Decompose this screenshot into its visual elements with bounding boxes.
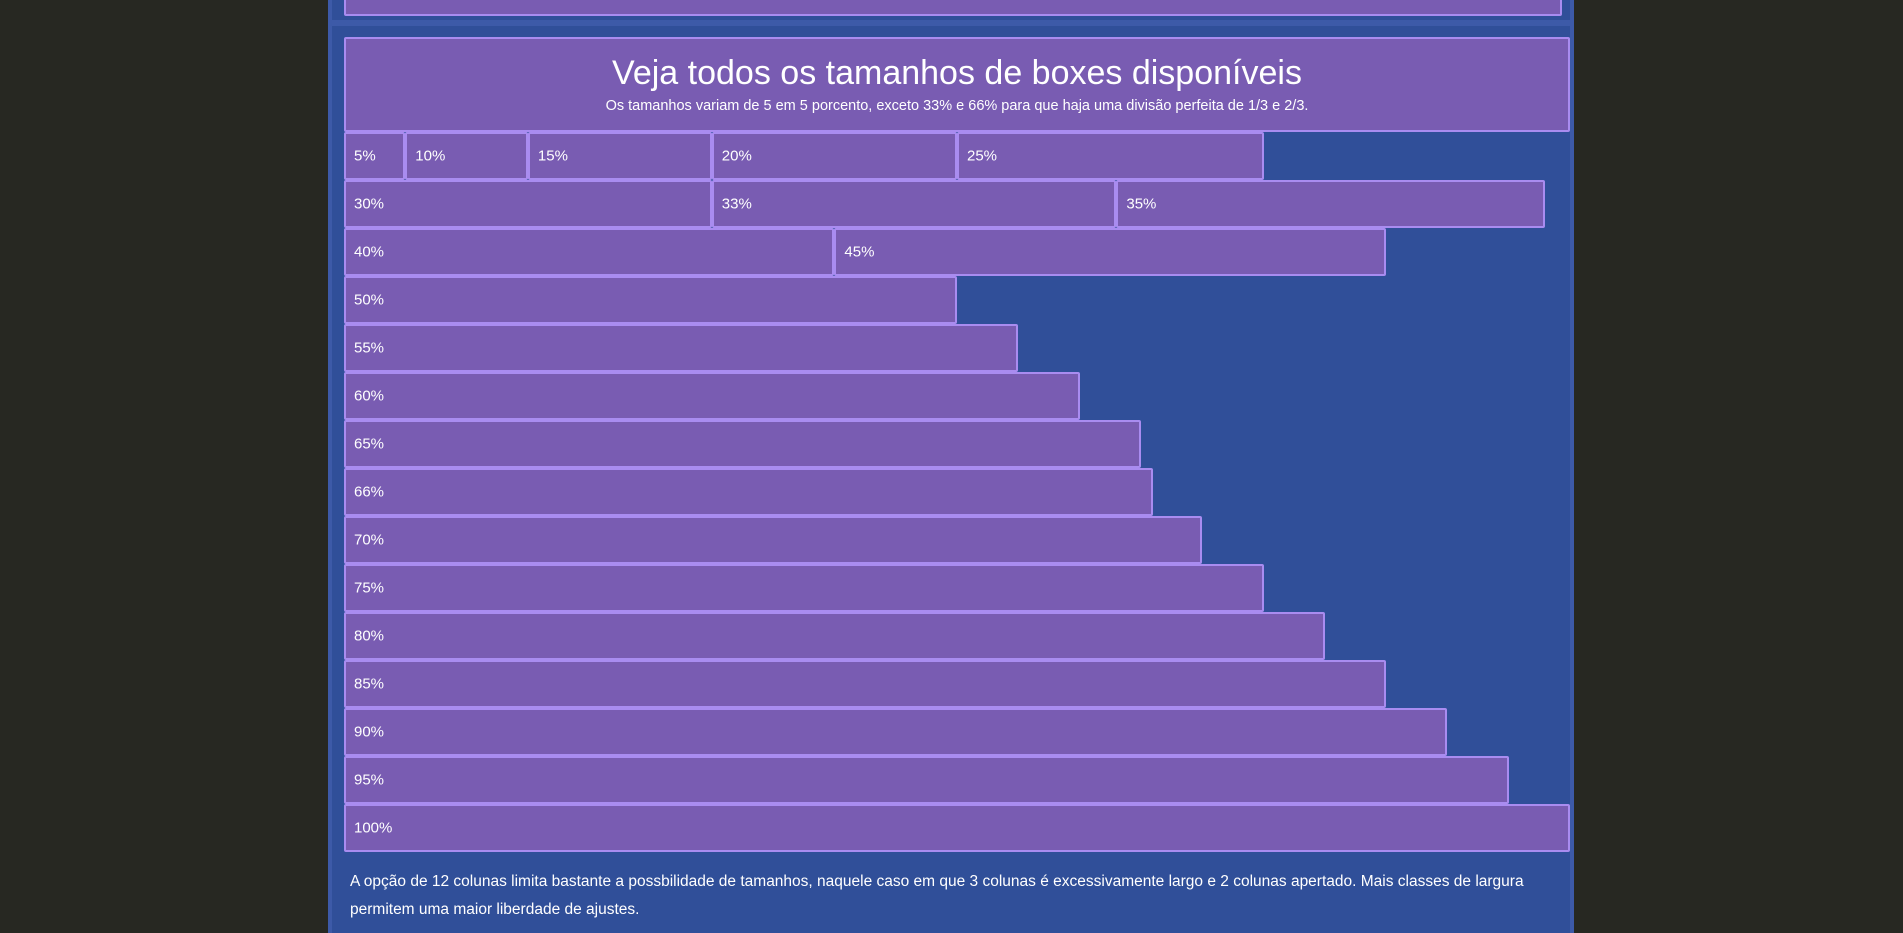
size-box-label: 75% bbox=[354, 579, 385, 597]
size-box-65: 65% bbox=[344, 420, 1141, 468]
size-box-label: 90% bbox=[354, 723, 385, 741]
size-box-75: 75% bbox=[344, 564, 1264, 612]
size-box-label: 5% bbox=[354, 147, 376, 165]
size-box-20: 20% bbox=[711, 132, 957, 180]
size-box-80: 80% bbox=[344, 612, 1325, 660]
size-box-label: 35% bbox=[1126, 195, 1157, 213]
size-box-30: 30% bbox=[344, 180, 712, 228]
size-box-90: 90% bbox=[344, 708, 1448, 756]
size-box-label: 60% bbox=[354, 387, 385, 405]
content-container: Veja todos os tamanhos de boxes disponív… bbox=[328, 0, 1574, 933]
footer-text: A opção de 12 colunas limita bastante a … bbox=[350, 873, 1524, 918]
section-subtitle: Os tamanhos variam de 5 em 5 porcento, e… bbox=[605, 98, 1309, 114]
size-box-label: 55% bbox=[354, 339, 385, 357]
size-box-15: 15% bbox=[527, 132, 712, 180]
size-box-label: 70% bbox=[354, 531, 385, 549]
size-box-label: 50% bbox=[354, 291, 385, 309]
size-box-label: 10% bbox=[415, 147, 446, 165]
section-divider bbox=[332, 20, 1570, 26]
size-box-label: 40% bbox=[354, 243, 385, 261]
size-box-5: 5% bbox=[344, 132, 406, 180]
size-box-label: 20% bbox=[721, 147, 752, 165]
size-box-25: 25% bbox=[957, 132, 1264, 180]
size-box-40: 40% bbox=[344, 228, 835, 276]
size-box-label: 33% bbox=[721, 195, 752, 213]
size-box-50: 50% bbox=[344, 276, 957, 324]
content-inner: Veja todos os tamanhos de boxes disponív… bbox=[332, 0, 1570, 933]
section-title: Veja todos os tamanhos de boxes disponív… bbox=[612, 54, 1302, 92]
sizes-header-box: Veja todos os tamanhos de boxes disponív… bbox=[344, 37, 1570, 132]
size-box-60: 60% bbox=[344, 372, 1080, 420]
size-box-95: 95% bbox=[344, 756, 1509, 804]
size-box-85: 85% bbox=[344, 660, 1387, 708]
size-box-label: 65% bbox=[354, 435, 385, 453]
size-box-45: 45% bbox=[834, 228, 1387, 276]
size-box-label: 80% bbox=[354, 627, 385, 645]
size-box-label: 15% bbox=[537, 147, 568, 165]
size-box-33: 33% bbox=[711, 180, 1117, 228]
size-box-70: 70% bbox=[344, 516, 1203, 564]
size-box-label: 66% bbox=[354, 483, 385, 501]
size-box-100: 100% bbox=[344, 804, 1570, 852]
size-box-label: 95% bbox=[354, 771, 385, 789]
size-box-label: 25% bbox=[967, 147, 998, 165]
size-box-55: 55% bbox=[344, 324, 1019, 372]
size-box-label: 45% bbox=[844, 243, 875, 261]
size-box-label: 85% bbox=[354, 675, 385, 693]
size-box-66: 66% bbox=[344, 468, 1154, 516]
previous-section-box bbox=[344, 0, 1562, 16]
size-box-label: 100% bbox=[354, 819, 393, 837]
size-box-label: 30% bbox=[354, 195, 385, 213]
size-box-35: 35% bbox=[1116, 180, 1546, 228]
size-box-10: 10% bbox=[405, 132, 528, 180]
